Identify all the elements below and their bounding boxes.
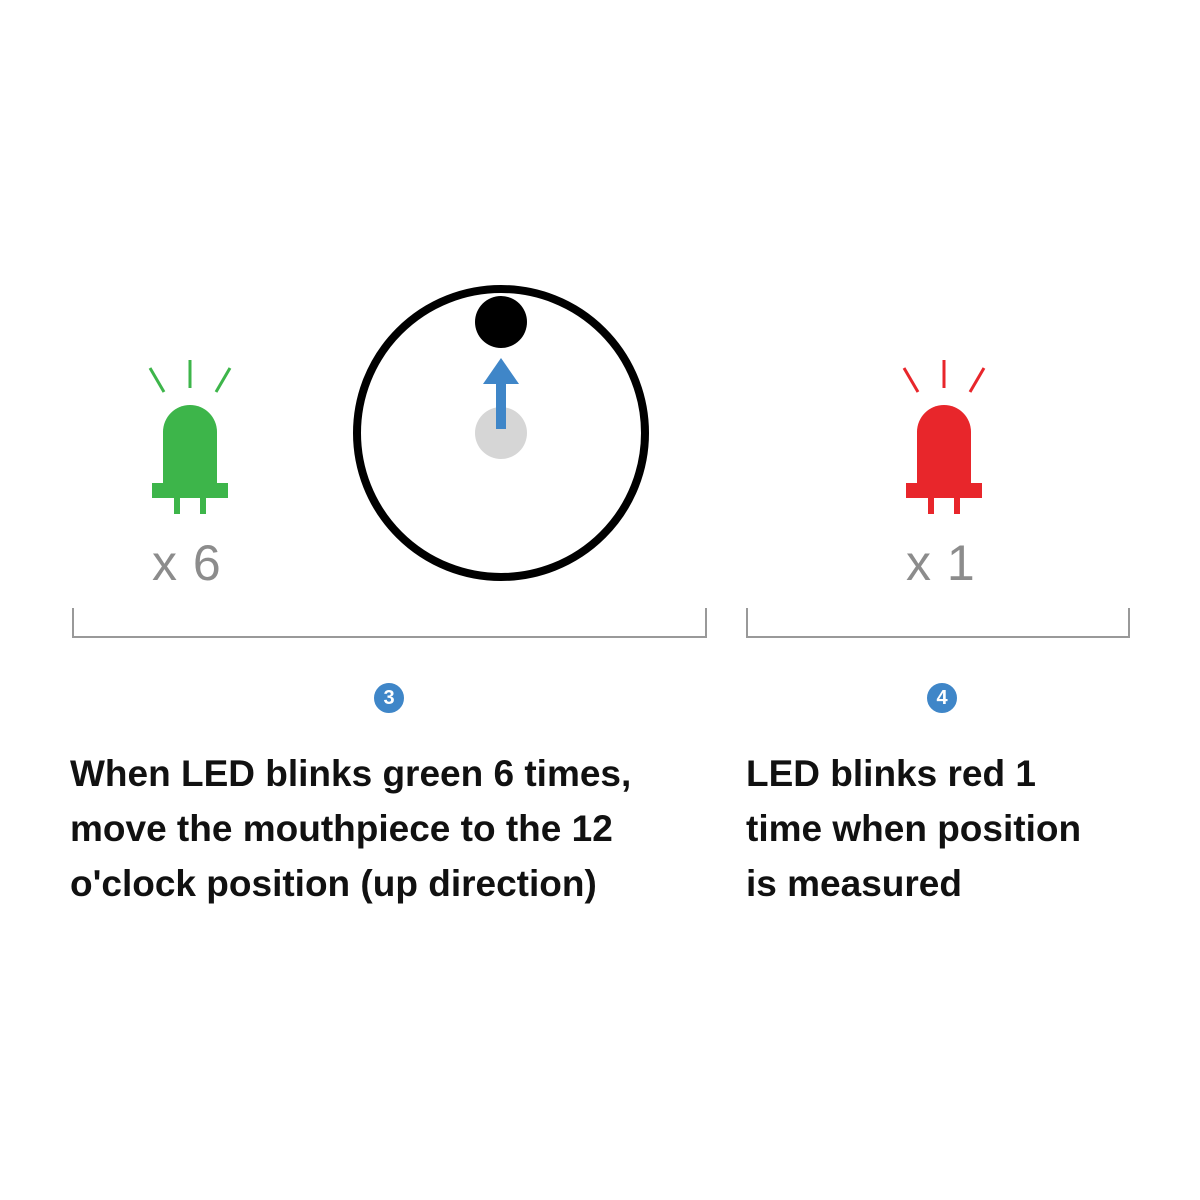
dial-center — [475, 407, 527, 459]
up-arrow-icon — [483, 358, 519, 429]
bracket-right — [746, 608, 1130, 638]
red-led-icon — [902, 360, 986, 514]
dial-ring — [353, 285, 649, 581]
instruction-line: time when position — [746, 808, 1082, 849]
red-blink-count: x 1 — [906, 535, 976, 591]
instruction-line: When LED blinks green 6 times, — [70, 753, 632, 794]
instruction-line: move the mouthpiece to the 12 — [70, 808, 613, 849]
instruction-line: LED blinks red 1 — [746, 753, 1036, 794]
mouthpiece-dot — [475, 296, 527, 348]
instruction-line: is measured — [746, 863, 962, 904]
step-4-instruction: LED blinks red 1 time when position is m… — [746, 746, 1081, 911]
green-blink-count: x 6 — [152, 535, 222, 591]
bracket-left — [72, 608, 707, 638]
step-3-badge: 3 — [372, 681, 406, 715]
mouthpiece-dial-icon — [353, 285, 649, 581]
instruction-line: o'clock position (up direction) — [70, 863, 597, 904]
step-3-instruction: When LED blinks green 6 times, move the … — [70, 746, 631, 911]
green-led-icon — [148, 360, 232, 514]
step-4-badge: 4 — [925, 681, 959, 715]
